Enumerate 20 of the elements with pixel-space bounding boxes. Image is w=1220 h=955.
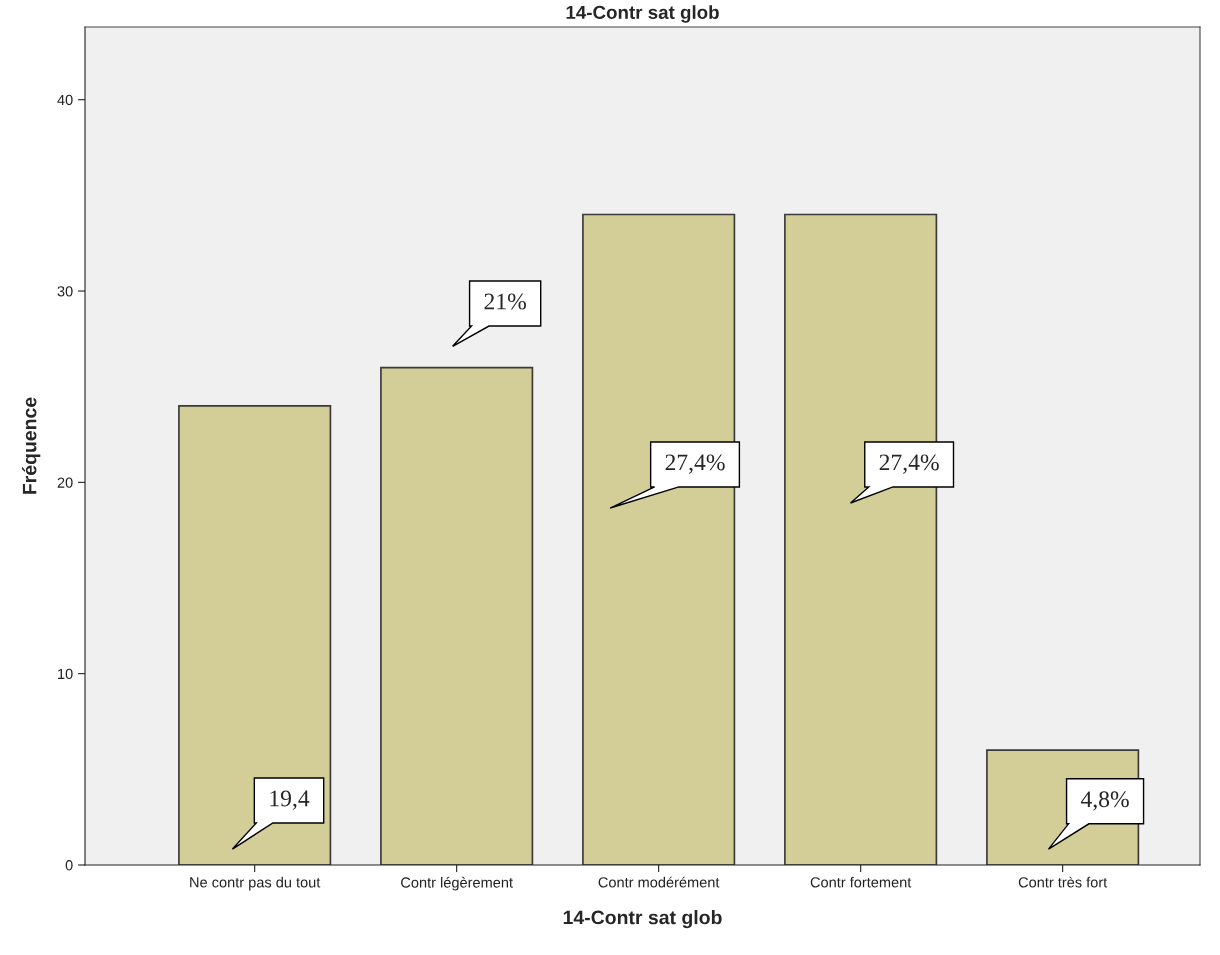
x-tick-label: Contr très fort	[1018, 876, 1108, 888]
annotation: 19,4	[270, 790, 310, 810]
annotation: 27,4%	[879, 454, 939, 474]
x-tick-label: Contr fortement	[810, 876, 912, 888]
y-axis-title: Fréquence	[22, 397, 41, 494]
y-tick-label: 20	[57, 477, 73, 488]
annotation: 27,4%	[665, 454, 725, 474]
y-tick-label: 10	[58, 668, 73, 680]
bar	[380, 366, 534, 865]
y-tick-label: 40	[57, 94, 73, 106]
annotation: 21%	[484, 293, 526, 310]
y-tick-label: 30	[57, 286, 73, 297]
y-tick-label: 0	[65, 860, 73, 871]
annotation: 4,8%	[1080, 791, 1129, 811]
chart-title: 14-Contr sat glob	[566, 5, 719, 23]
x-tick-label: Contr légèrement	[401, 876, 513, 891]
bar	[178, 404, 332, 865]
x-axis-title: 14-Contr sat glob	[563, 910, 722, 929]
x-tick-label: Contr modérément	[598, 876, 720, 888]
x-tick-label: Ne contr pas du tout	[190, 876, 321, 891]
